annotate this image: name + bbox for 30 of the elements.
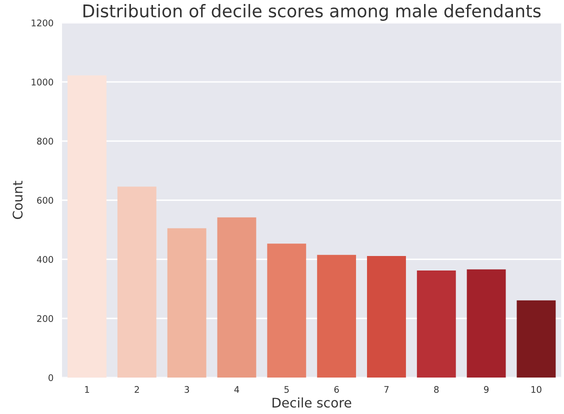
- x-tick-label: 10: [531, 386, 542, 393]
- x-tick-label: 1: [85, 386, 90, 393]
- bar: [416, 270, 456, 378]
- bar: [367, 256, 406, 378]
- y-tick-label: 400: [36, 256, 54, 263]
- x-axis-title: Decile score: [272, 397, 352, 408]
- bar: [317, 254, 356, 378]
- chart-title: Distribution of decile scores among male defendants: [83, 4, 541, 21]
- bar: [516, 300, 556, 378]
- x-tick-label: 7: [384, 386, 389, 393]
- y-axis-title: Count: [12, 180, 23, 220]
- x-tick-label: 5: [284, 386, 289, 393]
- y-tick-label: 0: [48, 374, 54, 382]
- x-tick-label: 8: [434, 386, 439, 393]
- x-tick-label: 9: [484, 386, 489, 393]
- y-tick-label: 1000: [32, 78, 54, 86]
- bar: [167, 228, 206, 378]
- x-tick-label: 2: [134, 386, 139, 393]
- bar: [117, 186, 156, 378]
- x-tick-label: 6: [334, 386, 339, 393]
- bar: [68, 75, 106, 378]
- y-tick-label: 1200: [32, 20, 54, 26]
- y-tick-label: 600: [37, 196, 54, 204]
- y-tick-label: 200: [37, 315, 54, 322]
- bar: [267, 244, 306, 378]
- x-tick-label: 4: [234, 386, 240, 393]
- bar: [217, 217, 256, 378]
- y-tick-label: 800: [37, 138, 54, 145]
- bar: [466, 269, 506, 378]
- x-tick-label: 3: [184, 386, 189, 393]
